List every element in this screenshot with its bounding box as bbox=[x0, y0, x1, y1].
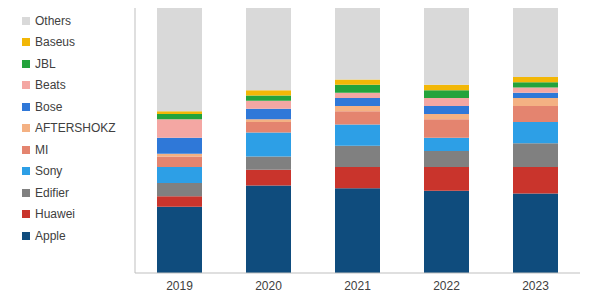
svg-text:2023: 2023 bbox=[522, 279, 549, 293]
html-text:Bose: Bose bbox=[35, 99, 63, 114]
html-text:MI: MI bbox=[35, 142, 49, 157]
html-text:Huawei: Huawei bbox=[35, 207, 75, 222]
svg-text:2019: 2019 bbox=[166, 279, 193, 293]
svg-text:2021: 2021 bbox=[344, 279, 371, 293]
svg-text:2022: 2022 bbox=[433, 279, 460, 293]
html-text:AFTERSHOKZ: AFTERSHOKZ bbox=[35, 121, 116, 136]
svg-text:2020: 2020 bbox=[255, 279, 282, 293]
html-text:Others: Others bbox=[35, 13, 71, 28]
html-text:Baseus: Baseus bbox=[35, 35, 75, 50]
html-text:Beats: Beats bbox=[35, 78, 66, 93]
html-text:Edifier: Edifier bbox=[35, 185, 69, 200]
html-text:JBL: JBL bbox=[35, 56, 56, 71]
html-text:Sony: Sony bbox=[35, 164, 63, 179]
html-text:Apple: Apple bbox=[35, 228, 66, 243]
